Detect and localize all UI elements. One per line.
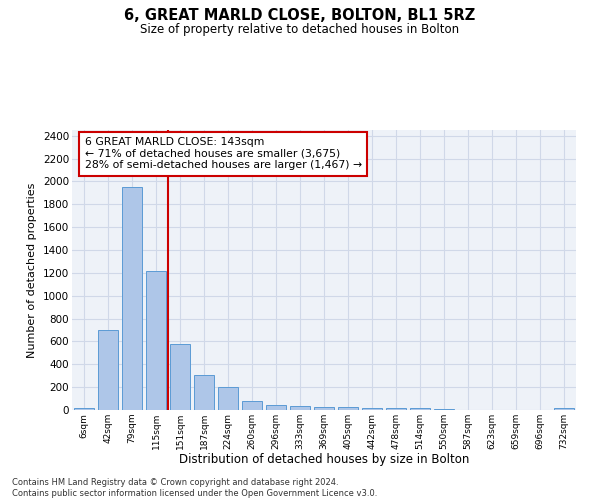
Text: Size of property relative to detached houses in Bolton: Size of property relative to detached ho… — [140, 22, 460, 36]
Text: Distribution of detached houses by size in Bolton: Distribution of detached houses by size … — [179, 452, 469, 466]
Bar — [122, 187, 142, 410]
Bar — [386, 408, 406, 410]
Y-axis label: Number of detached properties: Number of detached properties — [28, 182, 37, 358]
Bar — [362, 408, 382, 410]
Bar — [266, 404, 286, 410]
Bar — [74, 408, 94, 410]
Bar — [146, 270, 166, 410]
Text: 6 GREAT MARLD CLOSE: 143sqm
← 71% of detached houses are smaller (3,675)
28% of : 6 GREAT MARLD CLOSE: 143sqm ← 71% of det… — [85, 137, 362, 170]
Bar — [98, 330, 118, 410]
Text: 6, GREAT MARLD CLOSE, BOLTON, BL1 5RZ: 6, GREAT MARLD CLOSE, BOLTON, BL1 5RZ — [124, 8, 476, 22]
Bar — [242, 401, 262, 410]
Bar — [290, 406, 310, 410]
Bar — [218, 387, 238, 410]
Bar — [314, 406, 334, 410]
Bar — [170, 344, 190, 410]
Bar — [410, 408, 430, 410]
Text: Contains HM Land Registry data © Crown copyright and database right 2024.
Contai: Contains HM Land Registry data © Crown c… — [12, 478, 377, 498]
Bar — [338, 407, 358, 410]
Bar — [554, 408, 574, 410]
Bar — [194, 375, 214, 410]
